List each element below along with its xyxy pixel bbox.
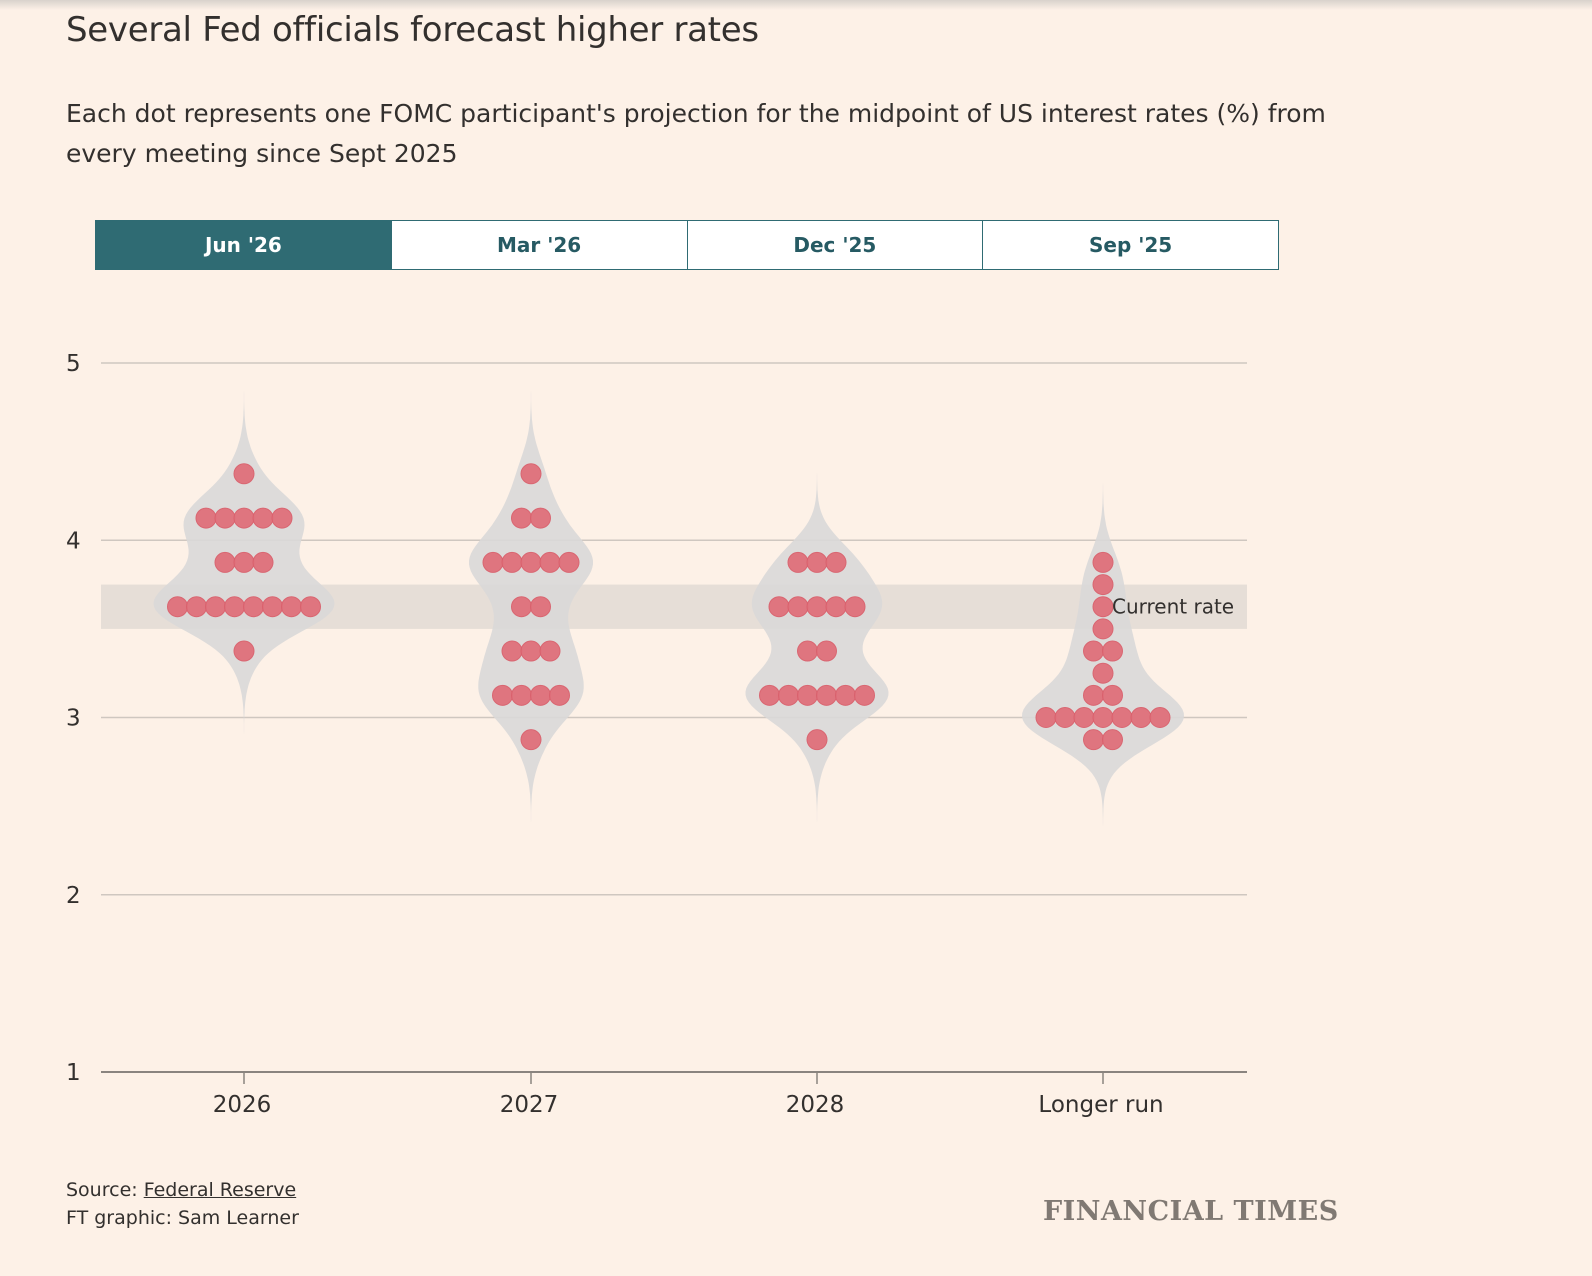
projection-dot-2028 xyxy=(806,729,828,751)
projection-dot-longer-run xyxy=(1083,684,1104,706)
tab-jun-26[interactable]: Jun '26 xyxy=(95,220,392,270)
projection-dot-2026 xyxy=(233,463,255,485)
projection-dot-2028 xyxy=(759,684,780,706)
projection-dot-2026 xyxy=(224,596,245,618)
projection-dot-2028 xyxy=(854,684,875,706)
projection-dot-2027 xyxy=(501,640,523,662)
projection-dot-2028 xyxy=(835,684,856,706)
projection-dot-2027 xyxy=(530,507,551,529)
projection-dot-2028 xyxy=(787,596,809,618)
projection-dot-2026 xyxy=(300,596,321,618)
x-tick-label: 2027 xyxy=(500,1092,559,1118)
source-link[interactable]: Federal Reserve xyxy=(143,1179,297,1201)
projection-dot-2027 xyxy=(492,684,513,706)
projection-dot-longer-run xyxy=(1111,707,1133,728)
projection-dot-longer-run xyxy=(1092,596,1114,618)
projection-dot-2027 xyxy=(511,596,532,618)
projection-dot-2027 xyxy=(520,463,542,485)
projection-dot-longer-run xyxy=(1092,618,1114,640)
projection-dot-2026 xyxy=(205,596,226,618)
projection-dot-2027 xyxy=(530,596,551,618)
projection-dot-2026 xyxy=(243,596,264,618)
projection-dot-2026 xyxy=(252,507,274,529)
tab-dec-25[interactable]: Dec '25 xyxy=(687,220,984,270)
top-shadow xyxy=(0,0,1592,10)
projection-dot-longer-run xyxy=(1102,729,1123,751)
meeting-tabs: Jun '26 Mar '26 Dec '25 Sep '25 xyxy=(95,220,1279,270)
x-tick-label: 2026 xyxy=(213,1092,272,1118)
projection-dot-2027 xyxy=(549,684,570,706)
chart-subtitle: Each dot represents one FOMC participant… xyxy=(66,99,1326,168)
tab-sep-25[interactable]: Sep '25 xyxy=(983,220,1279,270)
projection-dot-2026 xyxy=(214,551,236,573)
projection-dot-2026 xyxy=(233,507,255,529)
projection-dot-2026 xyxy=(233,551,255,573)
projection-dot-2028 xyxy=(797,640,818,662)
projection-dot-2026 xyxy=(233,640,255,662)
projection-dot-2028 xyxy=(787,551,809,573)
projection-dot-longer-run xyxy=(1092,707,1114,728)
projection-dot-longer-run xyxy=(1092,574,1114,596)
projection-dot-longer-run xyxy=(1073,707,1095,728)
projection-dot-2027 xyxy=(511,507,532,529)
projection-dot-2027 xyxy=(511,684,532,706)
current-rate-label: Current rate xyxy=(1112,595,1234,619)
projection-dot-2028 xyxy=(825,551,847,573)
projection-dot-longer-run xyxy=(1102,640,1123,662)
ft-logo: FINANCIAL TIMES xyxy=(1043,1196,1339,1227)
projection-dot-2028 xyxy=(806,551,828,573)
projection-dot-2026 xyxy=(167,596,188,618)
projection-dot-longer-run xyxy=(1149,707,1171,728)
projection-dot-2028 xyxy=(797,684,818,706)
y-tick-label-5: 5 xyxy=(66,351,81,377)
source-prefix: Source: xyxy=(66,1179,144,1201)
chart-title: Several Fed officials forecast higher ra… xyxy=(66,10,759,50)
projection-dot-2026 xyxy=(271,507,293,529)
projection-dot-2027 xyxy=(520,640,542,662)
projection-dot-2027 xyxy=(530,684,551,706)
projection-dot-2028 xyxy=(806,596,828,618)
projection-dot-longer-run xyxy=(1092,662,1114,684)
projection-dot-2026 xyxy=(252,551,274,573)
projection-dot-longer-run xyxy=(1035,707,1057,728)
projection-dot-2028 xyxy=(825,596,847,618)
y-tick-label-1: 1 xyxy=(66,1060,81,1086)
projection-dot-longer-run xyxy=(1083,729,1104,751)
projection-dot-2026 xyxy=(214,507,236,529)
projection-dot-2028 xyxy=(778,684,799,706)
y-tick-label-2: 2 xyxy=(66,883,81,909)
projection-dot-2027 xyxy=(520,729,542,751)
source-note: Source: Federal Reserve FT graphic: Sam … xyxy=(66,1176,299,1232)
projection-dot-2027 xyxy=(558,551,580,573)
projection-dot-2028 xyxy=(816,684,837,706)
tab-mar-26[interactable]: Mar '26 xyxy=(391,220,688,270)
y-tick-label-4: 4 xyxy=(66,528,81,554)
projection-dot-2026 xyxy=(262,596,283,618)
projection-dot-longer-run xyxy=(1130,707,1152,728)
graphic-credit: FT graphic: Sam Learner xyxy=(66,1207,299,1229)
projection-dot-2027 xyxy=(539,551,561,573)
projection-dot-2027 xyxy=(501,551,523,573)
projection-dot-2028 xyxy=(768,596,790,618)
x-tick-label: Longer run xyxy=(1038,1092,1163,1118)
y-tick-label-3: 3 xyxy=(66,706,81,732)
projection-dot-2026 xyxy=(281,596,302,618)
x-tick-label: 2028 xyxy=(786,1092,845,1118)
projection-dot-2027 xyxy=(520,551,542,573)
projection-dot-2026 xyxy=(186,596,207,618)
projection-dot-longer-run xyxy=(1092,551,1114,573)
projection-dot-longer-run xyxy=(1083,640,1104,662)
projection-dot-longer-run xyxy=(1054,707,1076,728)
projection-dot-2027 xyxy=(482,551,504,573)
projection-dot-longer-run xyxy=(1102,684,1123,706)
projection-dot-2028 xyxy=(844,596,866,618)
projection-dot-2028 xyxy=(816,640,837,662)
projection-dot-2027 xyxy=(539,640,561,662)
projection-dot-2026 xyxy=(195,507,217,529)
